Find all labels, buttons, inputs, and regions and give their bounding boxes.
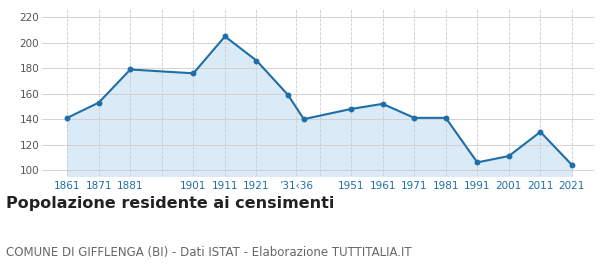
Point xyxy=(299,117,308,121)
Point xyxy=(472,160,482,165)
Text: Popolazione residente ai censimenti: Popolazione residente ai censimenti xyxy=(6,196,334,211)
Point xyxy=(251,58,261,63)
Point xyxy=(283,93,293,97)
Point xyxy=(220,34,230,39)
Point xyxy=(567,163,577,167)
Point xyxy=(504,154,514,158)
Text: COMUNE DI GIFFLENGA (BI) - Dati ISTAT - Elaborazione TUTTITALIA.IT: COMUNE DI GIFFLENGA (BI) - Dati ISTAT - … xyxy=(6,246,412,259)
Point xyxy=(378,102,388,106)
Point xyxy=(94,100,104,105)
Point xyxy=(409,116,419,120)
Point xyxy=(62,116,72,120)
Point xyxy=(536,130,545,134)
Point xyxy=(125,67,135,72)
Point xyxy=(441,116,451,120)
Point xyxy=(188,71,198,76)
Point xyxy=(346,107,356,111)
